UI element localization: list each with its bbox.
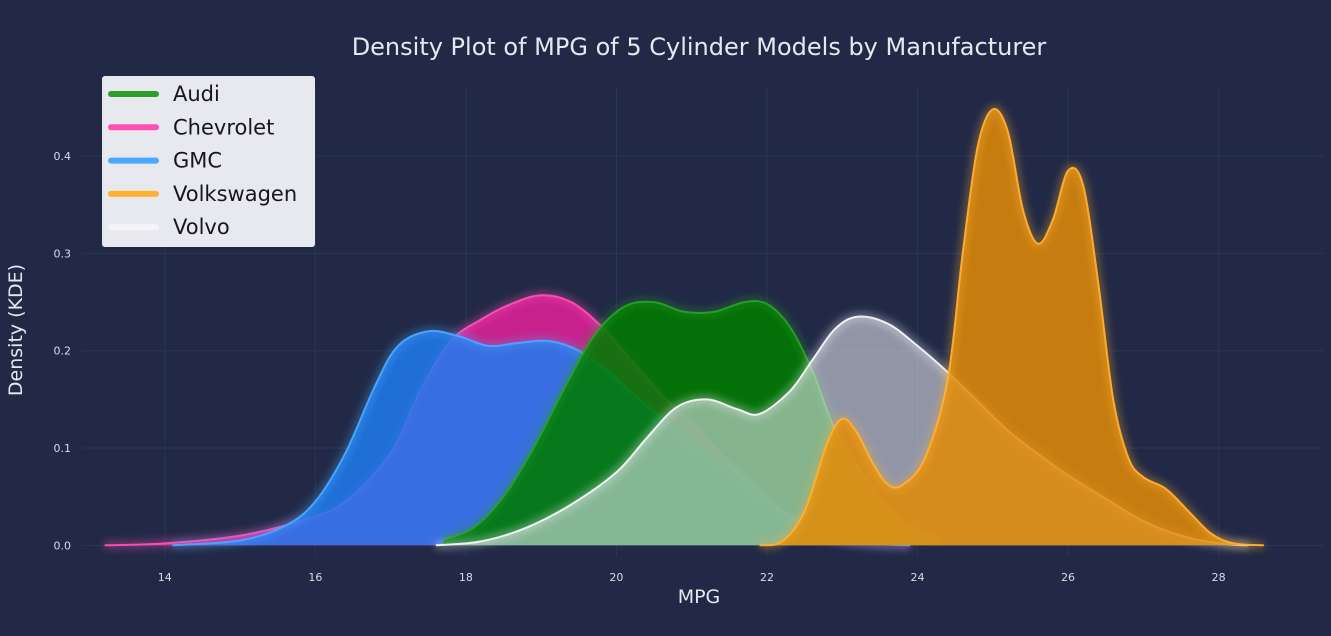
x-axis-ticks: 14 16 18 20 22 24 26 28 xyxy=(158,571,1226,584)
y-tick-label: 0.1 xyxy=(54,442,72,455)
y-axis-label: Density (KDE) xyxy=(5,264,27,396)
legend-label-gmc: GMC xyxy=(173,149,222,173)
legend-box xyxy=(102,76,315,247)
density-area-volkswagen xyxy=(759,108,1264,546)
legend-label-chevrolet: Chevrolet xyxy=(173,115,274,139)
density-areas xyxy=(104,105,1265,550)
legend-label-audi: Audi xyxy=(173,82,220,106)
y-tick-label: 0.2 xyxy=(54,345,72,358)
x-tick-label: 24 xyxy=(911,571,925,584)
x-tick-label: 22 xyxy=(760,571,774,584)
x-tick-label: 28 xyxy=(1212,571,1226,584)
density-line-volkswagen xyxy=(759,108,1264,547)
chart-title: Density Plot of MPG of 5 Cylinder Models… xyxy=(352,33,1047,61)
x-tick-label: 26 xyxy=(1061,571,1075,584)
x-tick-label: 14 xyxy=(158,571,172,584)
legend-label-volvo: Volvo xyxy=(173,215,230,239)
x-tick-label: 16 xyxy=(308,571,322,584)
y-tick-label: 0.3 xyxy=(54,247,72,260)
series-volkswagen xyxy=(758,105,1265,550)
x-axis-label: MPG xyxy=(678,586,721,608)
y-axis-ticks: 0.0 0.1 0.2 0.3 0.4 xyxy=(54,150,72,552)
legend-label-volkswagen: Volkswagen xyxy=(173,182,297,206)
y-tick-label: 0.0 xyxy=(54,539,72,552)
y-tick-label: 0.4 xyxy=(54,150,72,163)
legend: Audi Chevrolet GMC Volkswagen Volvo xyxy=(102,76,315,247)
x-tick-label: 20 xyxy=(609,571,623,584)
x-tick-label: 18 xyxy=(459,571,473,584)
